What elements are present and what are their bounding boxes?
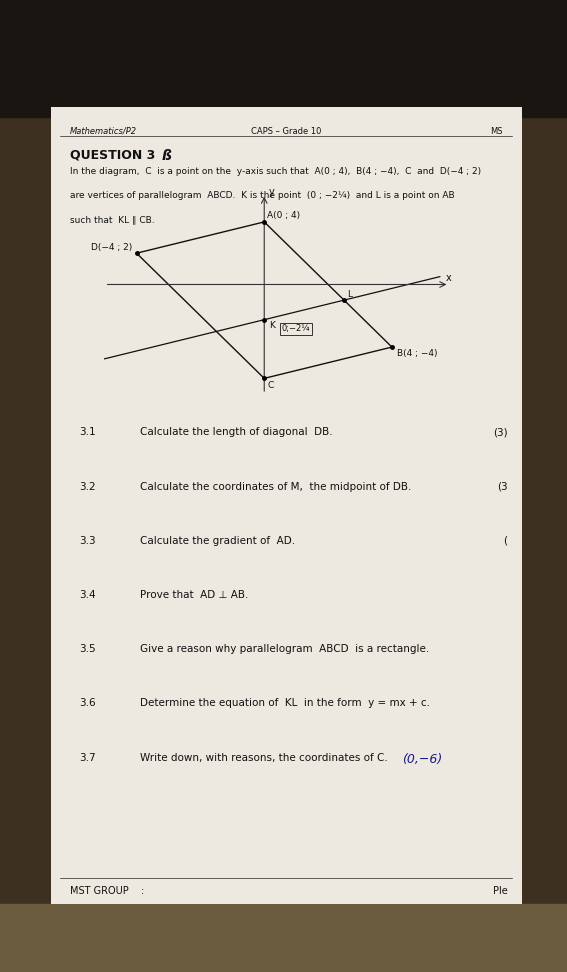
Text: such that  KL ∥ CB.: such that KL ∥ CB. xyxy=(70,216,154,225)
Text: Give a reason why parallelogram  ABCD  is a rectangle.: Give a reason why parallelogram ABCD is … xyxy=(141,644,430,654)
Text: are vertices of parallelogram  ABCD.  K is the point  (0 ; −2¼)  and L is a poin: are vertices of parallelogram ABCD. K is… xyxy=(70,191,455,200)
Text: 3.6: 3.6 xyxy=(79,698,96,709)
Text: Prove that  AD ⊥ AB.: Prove that AD ⊥ AB. xyxy=(141,590,249,600)
Text: K: K xyxy=(269,322,275,330)
Text: Write down, with reasons, the coordinates of C.: Write down, with reasons, the coordinate… xyxy=(141,752,388,762)
Text: 3.4: 3.4 xyxy=(79,590,96,600)
Text: Mathematics/P2: Mathematics/P2 xyxy=(70,127,137,136)
Bar xyxy=(0,0,567,117)
Text: y: y xyxy=(269,188,275,197)
Text: :: : xyxy=(141,886,143,896)
Text: (3: (3 xyxy=(497,481,507,492)
Text: (3): (3) xyxy=(493,428,507,437)
Text: 3.3: 3.3 xyxy=(79,536,96,545)
Bar xyxy=(0,904,567,972)
Text: D(−4 ; 2): D(−4 ; 2) xyxy=(91,243,132,252)
Text: 3.1: 3.1 xyxy=(79,428,96,437)
Text: Determine the equation of  KL  in the form  y = mx + c.: Determine the equation of KL in the form… xyxy=(141,698,430,709)
Text: 3.7: 3.7 xyxy=(79,752,96,762)
Text: (: ( xyxy=(503,536,507,545)
Text: A(0 ; 4): A(0 ; 4) xyxy=(268,211,301,220)
Bar xyxy=(51,107,522,904)
Text: Calculate the coordinates of M,  the midpoint of DB.: Calculate the coordinates of M, the midp… xyxy=(141,481,412,492)
Text: C: C xyxy=(268,381,274,390)
Text: In the diagram,  C  is a point on the  y-axis such that  A(0 ; 4),  B(4 ; −4),  : In the diagram, C is a point on the y-ax… xyxy=(70,167,481,177)
Text: MS: MS xyxy=(490,127,503,136)
Text: (0,−6): (0,−6) xyxy=(401,752,442,766)
Text: Calculate the length of diagonal  DB.: Calculate the length of diagonal DB. xyxy=(141,428,333,437)
Text: 0;−2¼: 0;−2¼ xyxy=(282,325,310,333)
Text: 3.2: 3.2 xyxy=(79,481,96,492)
Text: 3.5: 3.5 xyxy=(79,644,96,654)
Text: QUESTION 3: QUESTION 3 xyxy=(70,149,159,161)
Text: Ple: Ple xyxy=(493,886,507,896)
Text: B(4 ; −4): B(4 ; −4) xyxy=(397,349,437,359)
Text: ß: ß xyxy=(162,149,172,163)
Text: MST GROUP: MST GROUP xyxy=(70,886,129,896)
Text: Calculate the gradient of  AD.: Calculate the gradient of AD. xyxy=(141,536,295,545)
Text: L: L xyxy=(347,290,352,299)
Text: CAPS – Grade 10: CAPS – Grade 10 xyxy=(251,127,321,136)
Text: x: x xyxy=(446,272,452,283)
